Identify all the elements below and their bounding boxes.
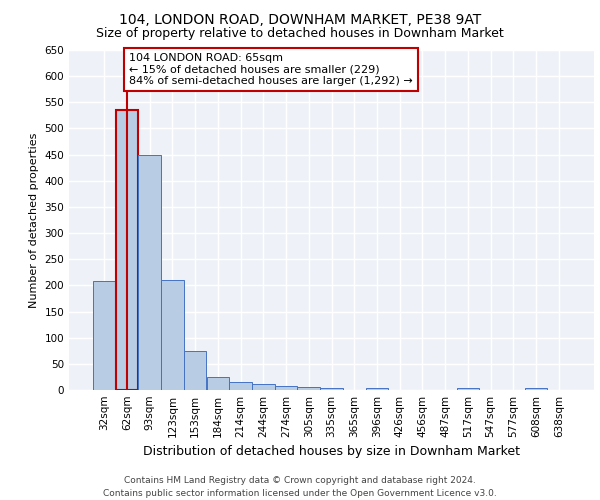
Bar — [457, 388, 479, 390]
Text: 104 LONDON ROAD: 65sqm
← 15% of detached houses are smaller (229)
84% of semi-de: 104 LONDON ROAD: 65sqm ← 15% of detached… — [129, 53, 413, 86]
Bar — [252, 384, 275, 390]
Bar — [365, 388, 388, 390]
Bar — [524, 388, 547, 390]
Y-axis label: Number of detached properties: Number of detached properties — [29, 132, 39, 308]
Bar — [184, 351, 206, 390]
Bar — [229, 382, 252, 390]
Bar — [161, 280, 184, 390]
Bar — [93, 281, 116, 390]
X-axis label: Distribution of detached houses by size in Downham Market: Distribution of detached houses by size … — [143, 446, 520, 458]
Bar — [298, 388, 320, 390]
Text: Contains HM Land Registry data © Crown copyright and database right 2024.
Contai: Contains HM Land Registry data © Crown c… — [103, 476, 497, 498]
Bar — [116, 110, 139, 390]
Bar — [320, 388, 343, 390]
Bar — [139, 154, 161, 390]
Bar — [275, 386, 298, 390]
Text: 104, LONDON ROAD, DOWNHAM MARKET, PE38 9AT: 104, LONDON ROAD, DOWNHAM MARKET, PE38 9… — [119, 12, 481, 26]
Bar — [206, 377, 229, 390]
Text: Size of property relative to detached houses in Downham Market: Size of property relative to detached ho… — [96, 28, 504, 40]
